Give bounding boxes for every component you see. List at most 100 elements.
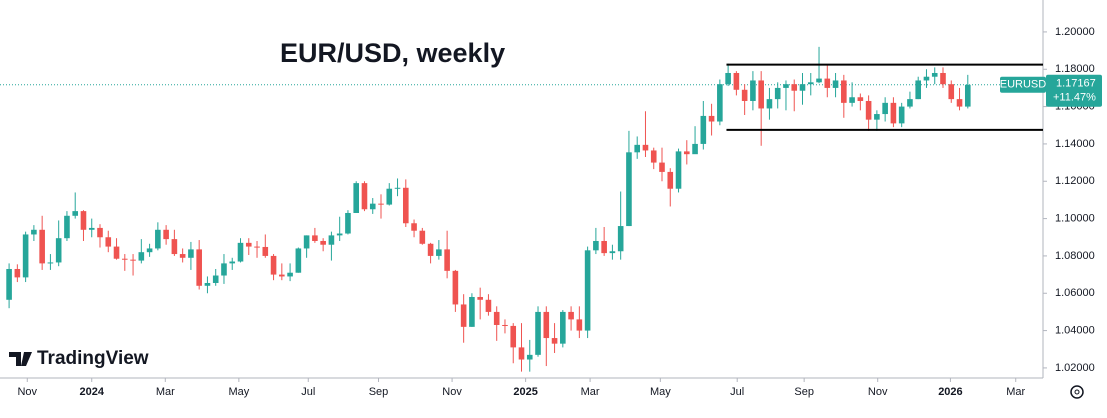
- candle-body: [816, 78, 822, 83]
- x-tick-label: Mar: [581, 386, 600, 398]
- candle: [369, 198, 376, 214]
- candle-body: [105, 237, 112, 247]
- candle: [510, 323, 517, 364]
- candle-body: [477, 296, 483, 300]
- candle-body: [402, 187, 409, 224]
- gear[interactable]: [1070, 385, 1084, 399]
- candle-body: [725, 72, 731, 85]
- settings-icon[interactable]: [1070, 385, 1084, 399]
- candle: [874, 110, 880, 131]
- candle: [270, 254, 277, 281]
- candle-body: [88, 227, 95, 230]
- candle-body: [188, 249, 194, 258]
- candle-body: [915, 80, 922, 100]
- candle-body: [907, 99, 913, 107]
- y-tick-label: 1.14000: [1055, 138, 1095, 150]
- candle-body: [295, 248, 302, 273]
- candle-body: [138, 252, 145, 261]
- candle: [931, 67, 938, 85]
- candle: [890, 97, 897, 128]
- candle-body: [485, 299, 492, 312]
- candle: [452, 269, 459, 312]
- candle: [791, 79, 798, 112]
- candle-body: [650, 150, 657, 163]
- candle-body: [155, 229, 161, 249]
- x-tick-label: 2026: [938, 386, 962, 398]
- candle-body: [683, 151, 690, 155]
- gear-hole[interactable]: [1074, 389, 1080, 395]
- candle-body: [750, 80, 756, 101]
- candle: [708, 103, 715, 136]
- candle-body: [320, 240, 326, 245]
- candle-body: [849, 97, 855, 103]
- x-tick-label: May: [228, 386, 249, 398]
- candle: [378, 194, 384, 219]
- x-tick-label: Sep: [794, 386, 814, 398]
- x-tick-label: May: [650, 386, 671, 398]
- candle: [493, 306, 500, 341]
- candle: [279, 263, 285, 281]
- candle: [254, 240, 260, 258]
- candle-body: [31, 229, 37, 235]
- candle: [171, 229, 178, 256]
- candle: [882, 97, 888, 122]
- candle: [485, 294, 492, 316]
- candle-body: [717, 84, 723, 122]
- candle-body: [386, 188, 393, 205]
- candle: [155, 222, 161, 251]
- candle: [460, 294, 467, 343]
- candle: [188, 241, 194, 270]
- candle: [824, 65, 831, 98]
- logo-dot: [24, 352, 30, 357]
- candle-body: [369, 203, 376, 210]
- x-tick-label: Jul: [301, 386, 315, 398]
- candle-body: [436, 249, 442, 256]
- x-tick-label: Mar: [1006, 386, 1025, 398]
- candle-body: [130, 259, 136, 261]
- candle: [964, 74, 971, 109]
- candle: [121, 254, 128, 271]
- candle: [502, 319, 508, 334]
- candle: [865, 95, 872, 131]
- candle: [179, 248, 186, 263]
- candle: [427, 242, 434, 264]
- candle: [6, 263, 12, 309]
- candle: [518, 323, 525, 372]
- candle: [386, 183, 393, 206]
- candle: [221, 254, 227, 284]
- candle-body: [923, 76, 930, 81]
- candle-body: [584, 250, 591, 331]
- candle: [948, 80, 955, 103]
- candle-body: [609, 251, 616, 254]
- candle-body: [6, 268, 12, 300]
- candle-body: [766, 99, 773, 109]
- candle: [799, 72, 806, 105]
- candle: [576, 306, 583, 339]
- candle-body: [535, 311, 541, 355]
- candle-body: [146, 248, 153, 253]
- candle: [667, 168, 674, 207]
- x-tick-label: Mar: [156, 386, 175, 398]
- candle-body: [72, 211, 79, 216]
- candle-body: [493, 311, 500, 325]
- candle-body: [229, 261, 236, 264]
- x-tick-label: Nov: [442, 386, 462, 398]
- candle: [138, 239, 145, 264]
- candle-body: [956, 99, 963, 107]
- candle: [262, 234, 269, 258]
- candle: [444, 230, 450, 279]
- candle-body: [502, 324, 508, 326]
- candle: [436, 240, 442, 260]
- candle-body: [262, 246, 269, 256]
- candle-body: [543, 311, 550, 339]
- candle: [72, 192, 79, 219]
- candle: [146, 243, 153, 257]
- candle: [617, 191, 624, 260]
- candle: [328, 231, 335, 261]
- candle-body: [783, 84, 789, 88]
- candle: [750, 71, 756, 111]
- candle: [80, 210, 87, 241]
- candle-body: [526, 354, 533, 360]
